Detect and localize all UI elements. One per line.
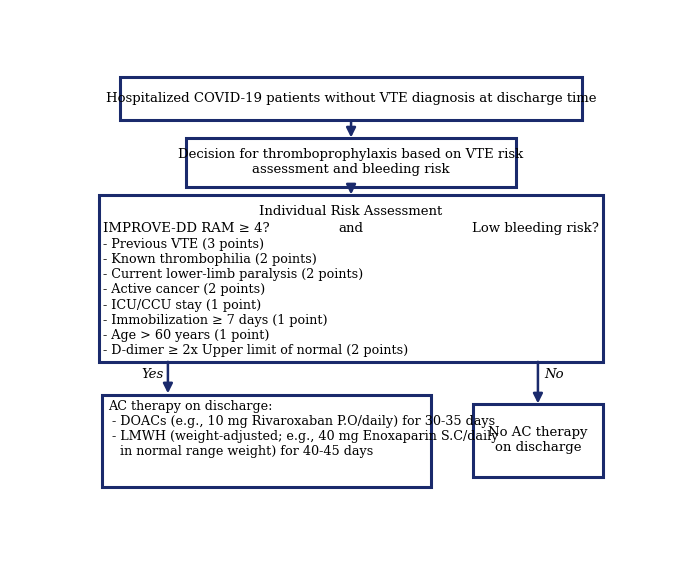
FancyBboxPatch shape — [101, 395, 431, 486]
Text: IMPROVE-DD RAM ≥ 4?: IMPROVE-DD RAM ≥ 4? — [103, 222, 270, 234]
Text: Individual Risk Assessment: Individual Risk Assessment — [260, 205, 443, 218]
FancyBboxPatch shape — [473, 405, 603, 477]
Text: - ICU/CCU stay (1 point): - ICU/CCU stay (1 point) — [103, 299, 262, 311]
Text: - Known thrombophilia (2 points): - Known thrombophilia (2 points) — [103, 253, 317, 266]
Text: Decision for thromboprophylaxis based on VTE risk
assessment and bleeding risk: Decision for thromboprophylaxis based on… — [178, 149, 524, 176]
Text: - Immobilization ≥ 7 days (1 point): - Immobilization ≥ 7 days (1 point) — [103, 314, 327, 327]
Text: - Current lower-limb paralysis (2 points): - Current lower-limb paralysis (2 points… — [103, 269, 364, 282]
Text: - Age > 60 years (1 point): - Age > 60 years (1 point) — [103, 329, 270, 341]
Text: No AC therapy
on discharge: No AC therapy on discharge — [488, 427, 588, 455]
Text: No: No — [544, 368, 564, 381]
Text: - D-dimer ≥ 2x Upper limit of normal (2 points): - D-dimer ≥ 2x Upper limit of normal (2 … — [103, 344, 408, 357]
Text: Yes: Yes — [141, 368, 163, 381]
Text: AC therapy on discharge:
 - DOACs (e.g., 10 mg Rivaroxaban P.O/daily) for 30-35 : AC therapy on discharge: - DOACs (e.g., … — [108, 400, 499, 458]
Text: Hospitalized COVID-19 patients without VTE diagnosis at discharge time: Hospitalized COVID-19 patients without V… — [105, 92, 597, 105]
Text: and: and — [338, 222, 364, 234]
FancyBboxPatch shape — [99, 195, 603, 362]
FancyBboxPatch shape — [120, 77, 582, 121]
Text: - Active cancer (2 points): - Active cancer (2 points) — [103, 283, 265, 296]
Text: - Previous VTE (3 points): - Previous VTE (3 points) — [103, 238, 264, 251]
FancyBboxPatch shape — [186, 138, 516, 187]
Text: Low bleeding risk?: Low bleeding risk? — [472, 222, 599, 234]
